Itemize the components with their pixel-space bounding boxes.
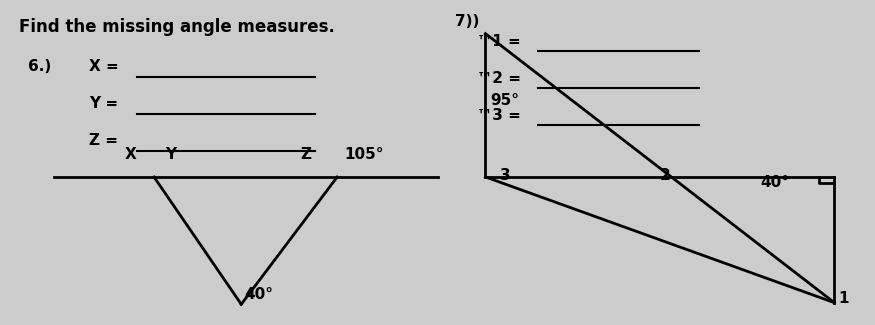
Text: 95°: 95° bbox=[490, 93, 519, 108]
Text: Find the missing angle measures.: Find the missing angle measures. bbox=[19, 18, 335, 35]
Text: 40°: 40° bbox=[760, 175, 789, 190]
Text: 7)): 7)) bbox=[455, 14, 480, 29]
Text: 3: 3 bbox=[500, 168, 511, 183]
Text: Y =: Y = bbox=[88, 97, 118, 111]
Text: 40°: 40° bbox=[244, 287, 273, 302]
Text: Z: Z bbox=[300, 148, 311, 162]
Text: 105°: 105° bbox=[344, 148, 383, 162]
Text: 6.): 6.) bbox=[27, 59, 51, 74]
Text: Y: Y bbox=[165, 148, 177, 162]
Text: ™1 =: ™1 = bbox=[477, 33, 521, 49]
Text: 2: 2 bbox=[660, 168, 670, 183]
Text: X =: X = bbox=[88, 59, 118, 74]
Text: 1: 1 bbox=[839, 292, 850, 306]
Text: ™3 =: ™3 = bbox=[477, 108, 521, 123]
Text: X: X bbox=[125, 148, 136, 162]
Text: Z =: Z = bbox=[88, 134, 117, 149]
Text: ™2 =: ™2 = bbox=[477, 71, 521, 86]
